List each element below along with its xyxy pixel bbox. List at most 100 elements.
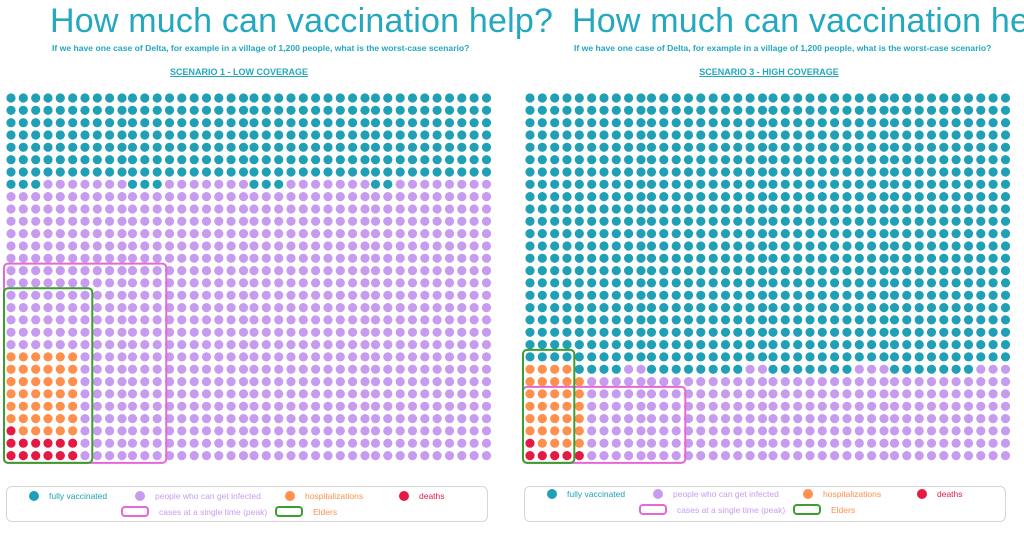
vaccinated-person-dot	[855, 167, 864, 176]
hospitalized-person-dot	[562, 402, 571, 411]
vaccinated-person-dot	[249, 106, 258, 115]
susceptible-person-dot	[6, 217, 15, 226]
susceptible-person-dot	[117, 217, 126, 226]
susceptible-person-dot	[93, 278, 102, 287]
elders-outline	[4, 288, 92, 463]
susceptible-person-dot	[80, 315, 89, 324]
vaccinated-person-dot	[793, 254, 802, 263]
vaccinated-person-dot	[550, 192, 559, 201]
susceptible-person-dot	[939, 414, 948, 423]
vaccinated-person-dot	[902, 167, 911, 176]
vaccinated-person-dot	[550, 291, 559, 300]
vaccinated-person-dot	[939, 241, 948, 250]
susceptible-person-dot	[612, 426, 621, 435]
vaccinated-person-dot	[696, 278, 705, 287]
vaccinated-person-dot	[746, 180, 755, 189]
vaccinated-person-dot	[818, 229, 827, 238]
susceptible-person-dot	[140, 254, 149, 263]
susceptible-person-dot	[227, 204, 236, 213]
vaccinated-person-dot	[805, 118, 814, 127]
susceptible-person-dot	[964, 389, 973, 398]
vaccinated-person-dot	[80, 106, 89, 115]
vaccinated-person-dot	[696, 106, 705, 115]
susceptible-person-dot	[214, 217, 223, 226]
vaccinated-person-dot	[989, 130, 998, 139]
susceptible-person-dot	[214, 328, 223, 337]
vaccinated-person-dot	[758, 266, 767, 275]
susceptible-person-dot	[902, 439, 911, 448]
vaccinated-person-dot	[879, 143, 888, 152]
susceptible-person-dot	[408, 389, 417, 398]
susceptible-person-dot	[190, 204, 199, 213]
vaccinated-person-dot	[445, 143, 454, 152]
vaccinated-person-dot	[793, 167, 802, 176]
susceptible-person-dot	[445, 389, 454, 398]
susceptible-person-dot	[140, 192, 149, 201]
vaccinated-person-dot	[842, 180, 851, 189]
susceptible-person-dot	[482, 352, 491, 361]
susceptible-person-dot	[408, 192, 417, 201]
susceptible-person-dot	[408, 402, 417, 411]
vaccinated-person-dot	[976, 155, 985, 164]
susceptible-person-dot	[842, 414, 851, 423]
vaccinated-person-dot	[855, 328, 864, 337]
susceptible-person-dot	[239, 278, 248, 287]
susceptible-person-dot	[214, 439, 223, 448]
vaccinated-person-dot	[396, 167, 405, 176]
susceptible-person-dot	[939, 377, 948, 386]
vaccinated-person-dot	[855, 204, 864, 213]
vaccinated-person-dot	[165, 130, 174, 139]
vaccinated-person-dot	[659, 204, 668, 213]
susceptible-person-dot	[19, 303, 28, 312]
susceptible-person-dot	[190, 254, 199, 263]
vaccinated-person-dot	[117, 118, 126, 127]
susceptible-person-dot	[249, 241, 258, 250]
vaccinated-person-dot	[890, 93, 899, 102]
vaccinated-person-dot	[805, 217, 814, 226]
susceptible-person-dot	[227, 291, 236, 300]
susceptible-person-dot	[470, 426, 479, 435]
vaccinated-person-dot	[696, 315, 705, 324]
vaccinated-person-dot	[915, 303, 924, 312]
susceptible-person-dot	[599, 414, 608, 423]
vaccinated-person-dot	[647, 303, 656, 312]
vaccinated-person-dot	[818, 192, 827, 201]
susceptible-person-dot	[989, 451, 998, 460]
vaccinated-person-dot	[684, 143, 693, 152]
susceptible-person-dot	[758, 426, 767, 435]
vaccinated-person-dot	[1001, 241, 1010, 250]
susceptible-person-dot	[408, 254, 417, 263]
vaccinated-person-dot	[867, 229, 876, 238]
susceptible-person-dot	[420, 266, 429, 275]
hospitalized-person-dot	[525, 426, 534, 435]
vaccinated-person-dot	[915, 315, 924, 324]
vaccinated-person-dot	[562, 266, 571, 275]
vaccinated-person-dot	[867, 352, 876, 361]
susceptible-person-dot	[360, 266, 369, 275]
susceptible-person-dot	[177, 278, 186, 287]
susceptible-person-dot	[371, 402, 380, 411]
susceptible-person-dot	[80, 377, 89, 386]
vaccinated-person-dot	[867, 180, 876, 189]
susceptible-person-dot	[420, 180, 429, 189]
vaccinated-person-dot	[964, 192, 973, 201]
waffle-chart-high-coverage	[522, 0, 1024, 480]
vaccinated-person-dot	[964, 143, 973, 152]
susceptible-person-dot	[239, 291, 248, 300]
susceptible-person-dot	[482, 204, 491, 213]
vaccinated-person-dot	[684, 130, 693, 139]
susceptible-person-dot	[420, 192, 429, 201]
susceptible-person-dot	[274, 451, 283, 460]
vaccinated-person-dot	[927, 291, 936, 300]
vaccinated-person-dot	[709, 365, 718, 374]
vaccinated-person-dot	[709, 229, 718, 238]
vaccinated-person-dot	[721, 340, 730, 349]
vaccinated-person-dot	[684, 303, 693, 312]
hospitalized-person-dot	[43, 389, 52, 398]
susceptible-person-dot	[299, 278, 308, 287]
vaccinated-person-dot	[348, 155, 357, 164]
vaccinated-person-dot	[952, 340, 961, 349]
vaccinated-person-dot	[709, 254, 718, 263]
vaccinated-person-dot	[915, 291, 924, 300]
susceptible-person-dot	[879, 365, 888, 374]
